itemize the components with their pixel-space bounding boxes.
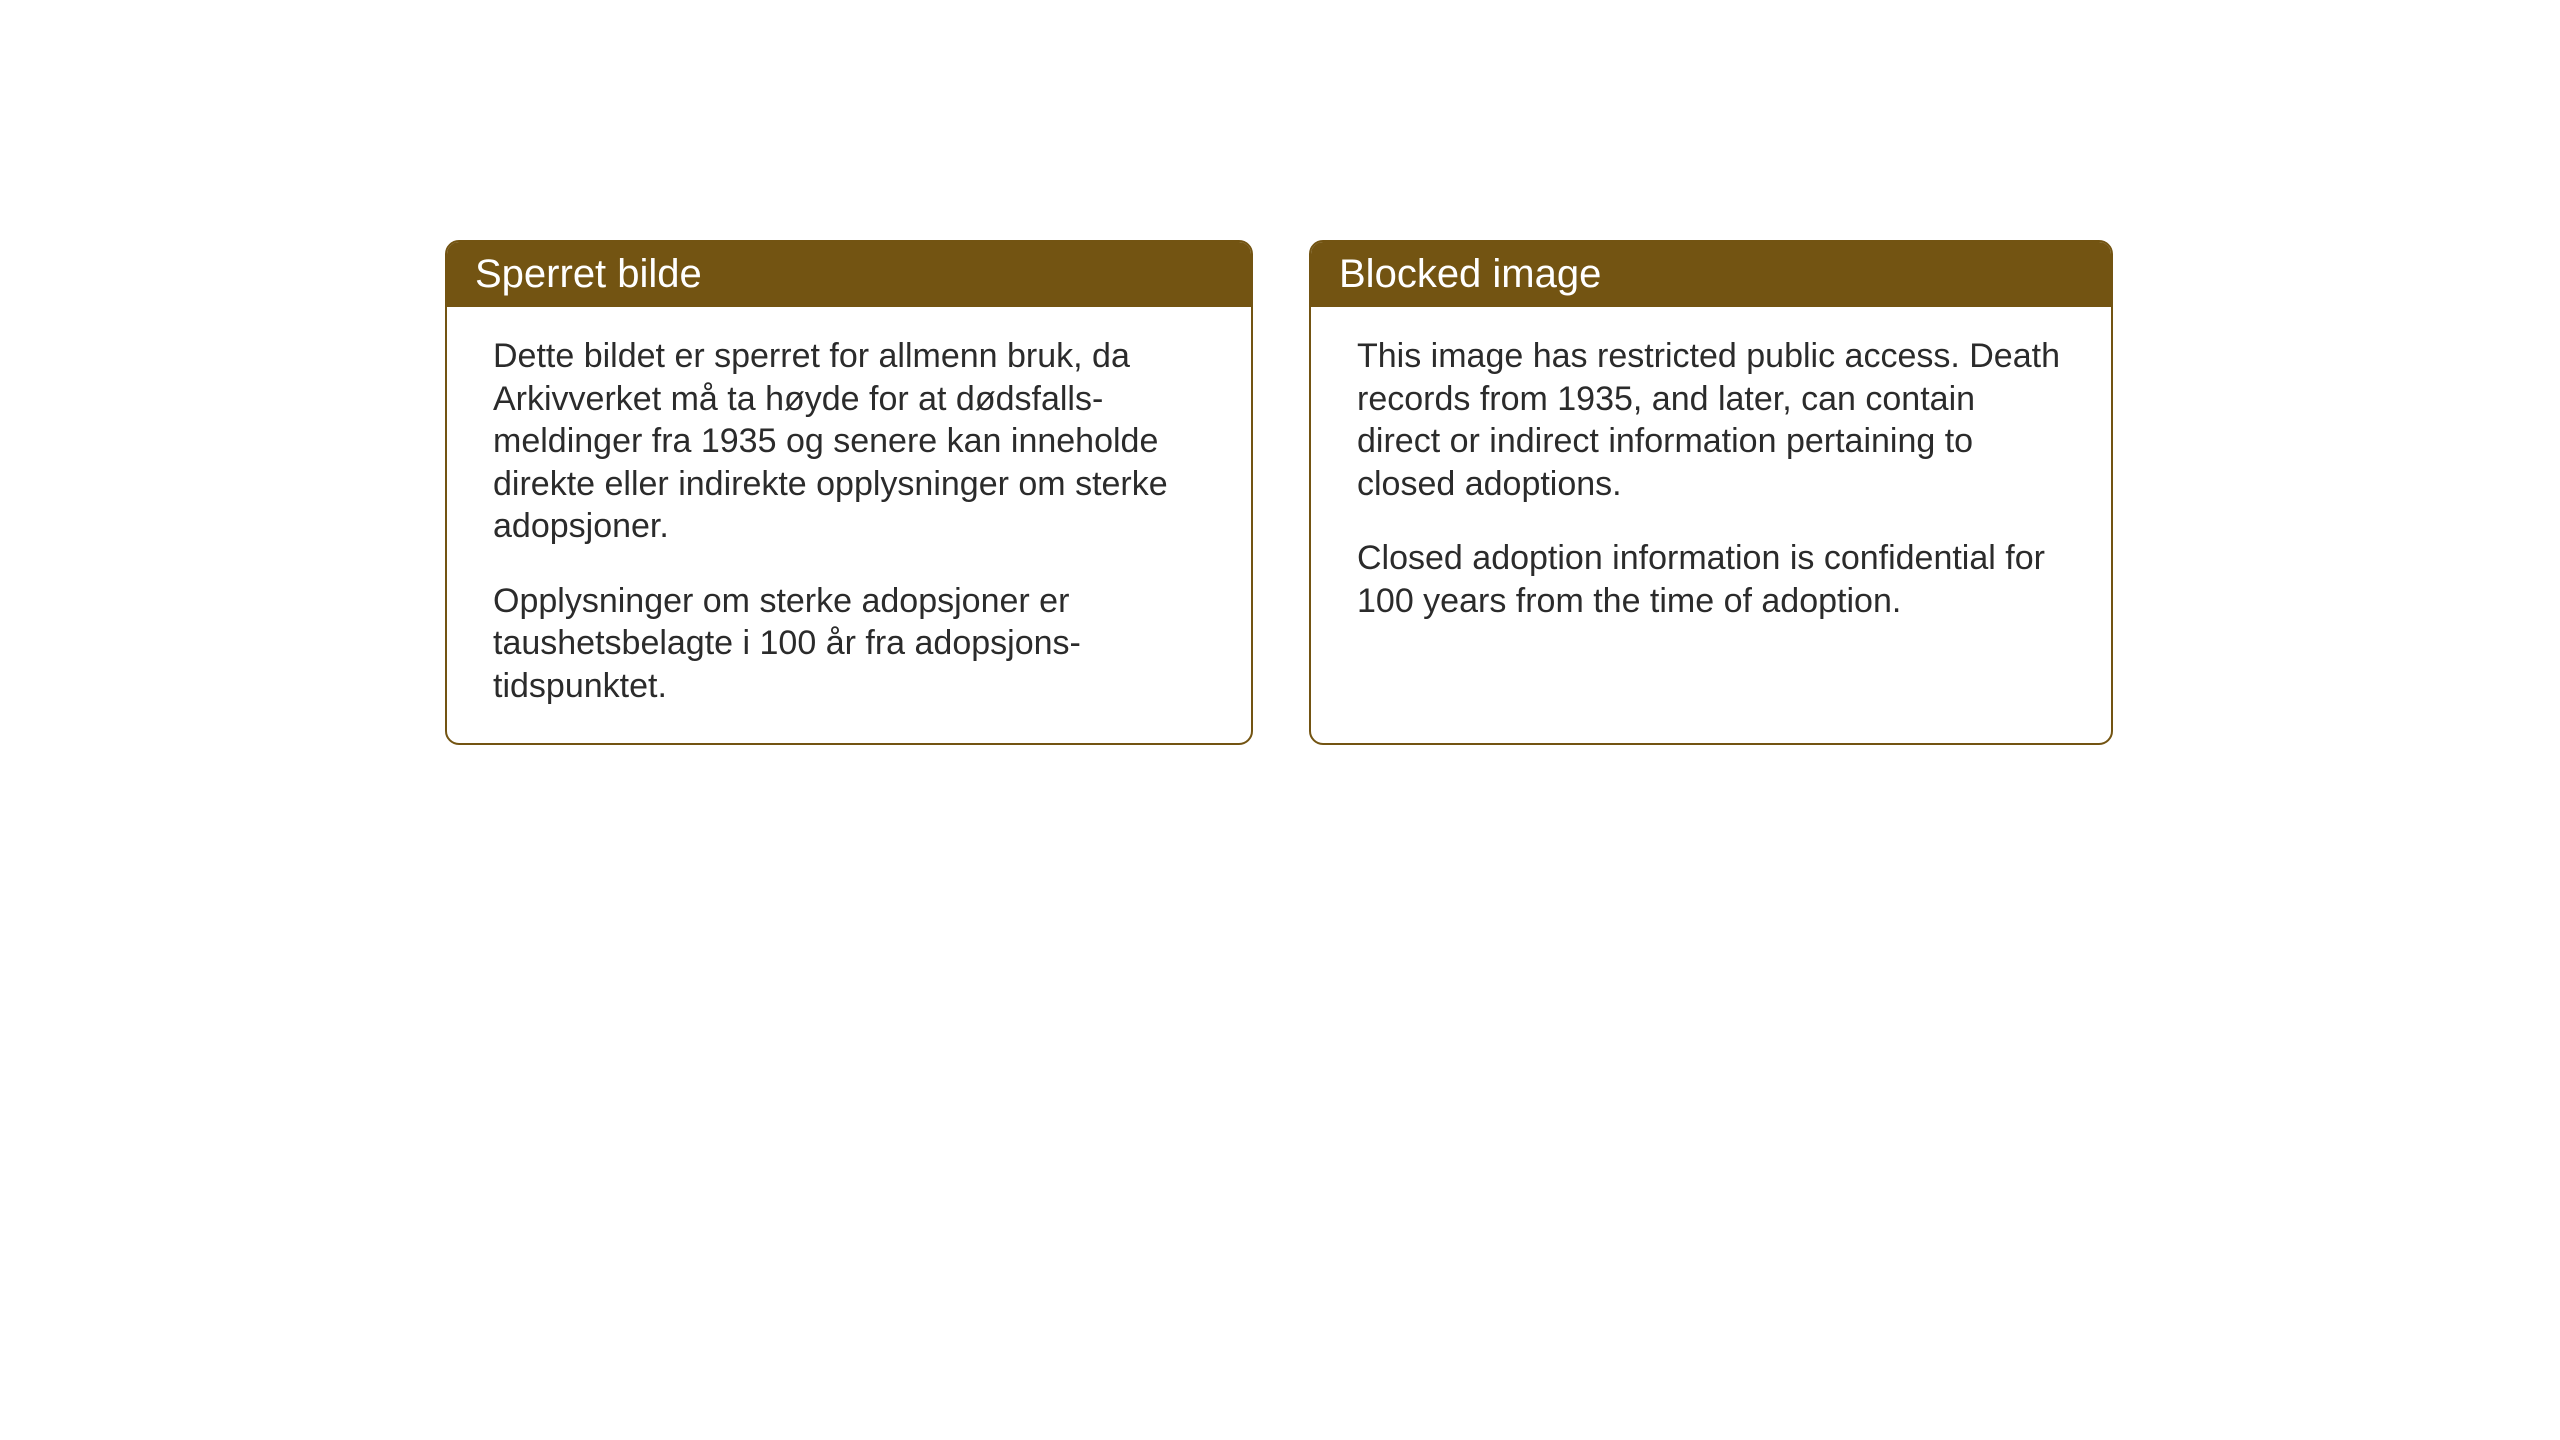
card-body-english: This image has restricted public access.…	[1311, 307, 2111, 712]
card-header-english: Blocked image	[1311, 242, 2111, 307]
card-para1-norwegian: Dette bildet er sperret for allmenn bruk…	[493, 335, 1205, 548]
card-norwegian: Sperret bilde Dette bildet er sperret fo…	[445, 240, 1253, 745]
card-title-english: Blocked image	[1339, 252, 1601, 296]
card-para2-norwegian: Opplysninger om sterke adopsjoner er tau…	[493, 580, 1205, 708]
card-para1-english: This image has restricted public access.…	[1357, 335, 2065, 505]
card-para2-english: Closed adoption information is confident…	[1357, 537, 2065, 622]
card-english: Blocked image This image has restricted …	[1309, 240, 2113, 745]
card-body-norwegian: Dette bildet er sperret for allmenn bruk…	[447, 307, 1251, 743]
card-header-norwegian: Sperret bilde	[447, 242, 1251, 307]
card-title-norwegian: Sperret bilde	[475, 252, 702, 296]
notice-container: Sperret bilde Dette bildet er sperret fo…	[445, 240, 2113, 745]
